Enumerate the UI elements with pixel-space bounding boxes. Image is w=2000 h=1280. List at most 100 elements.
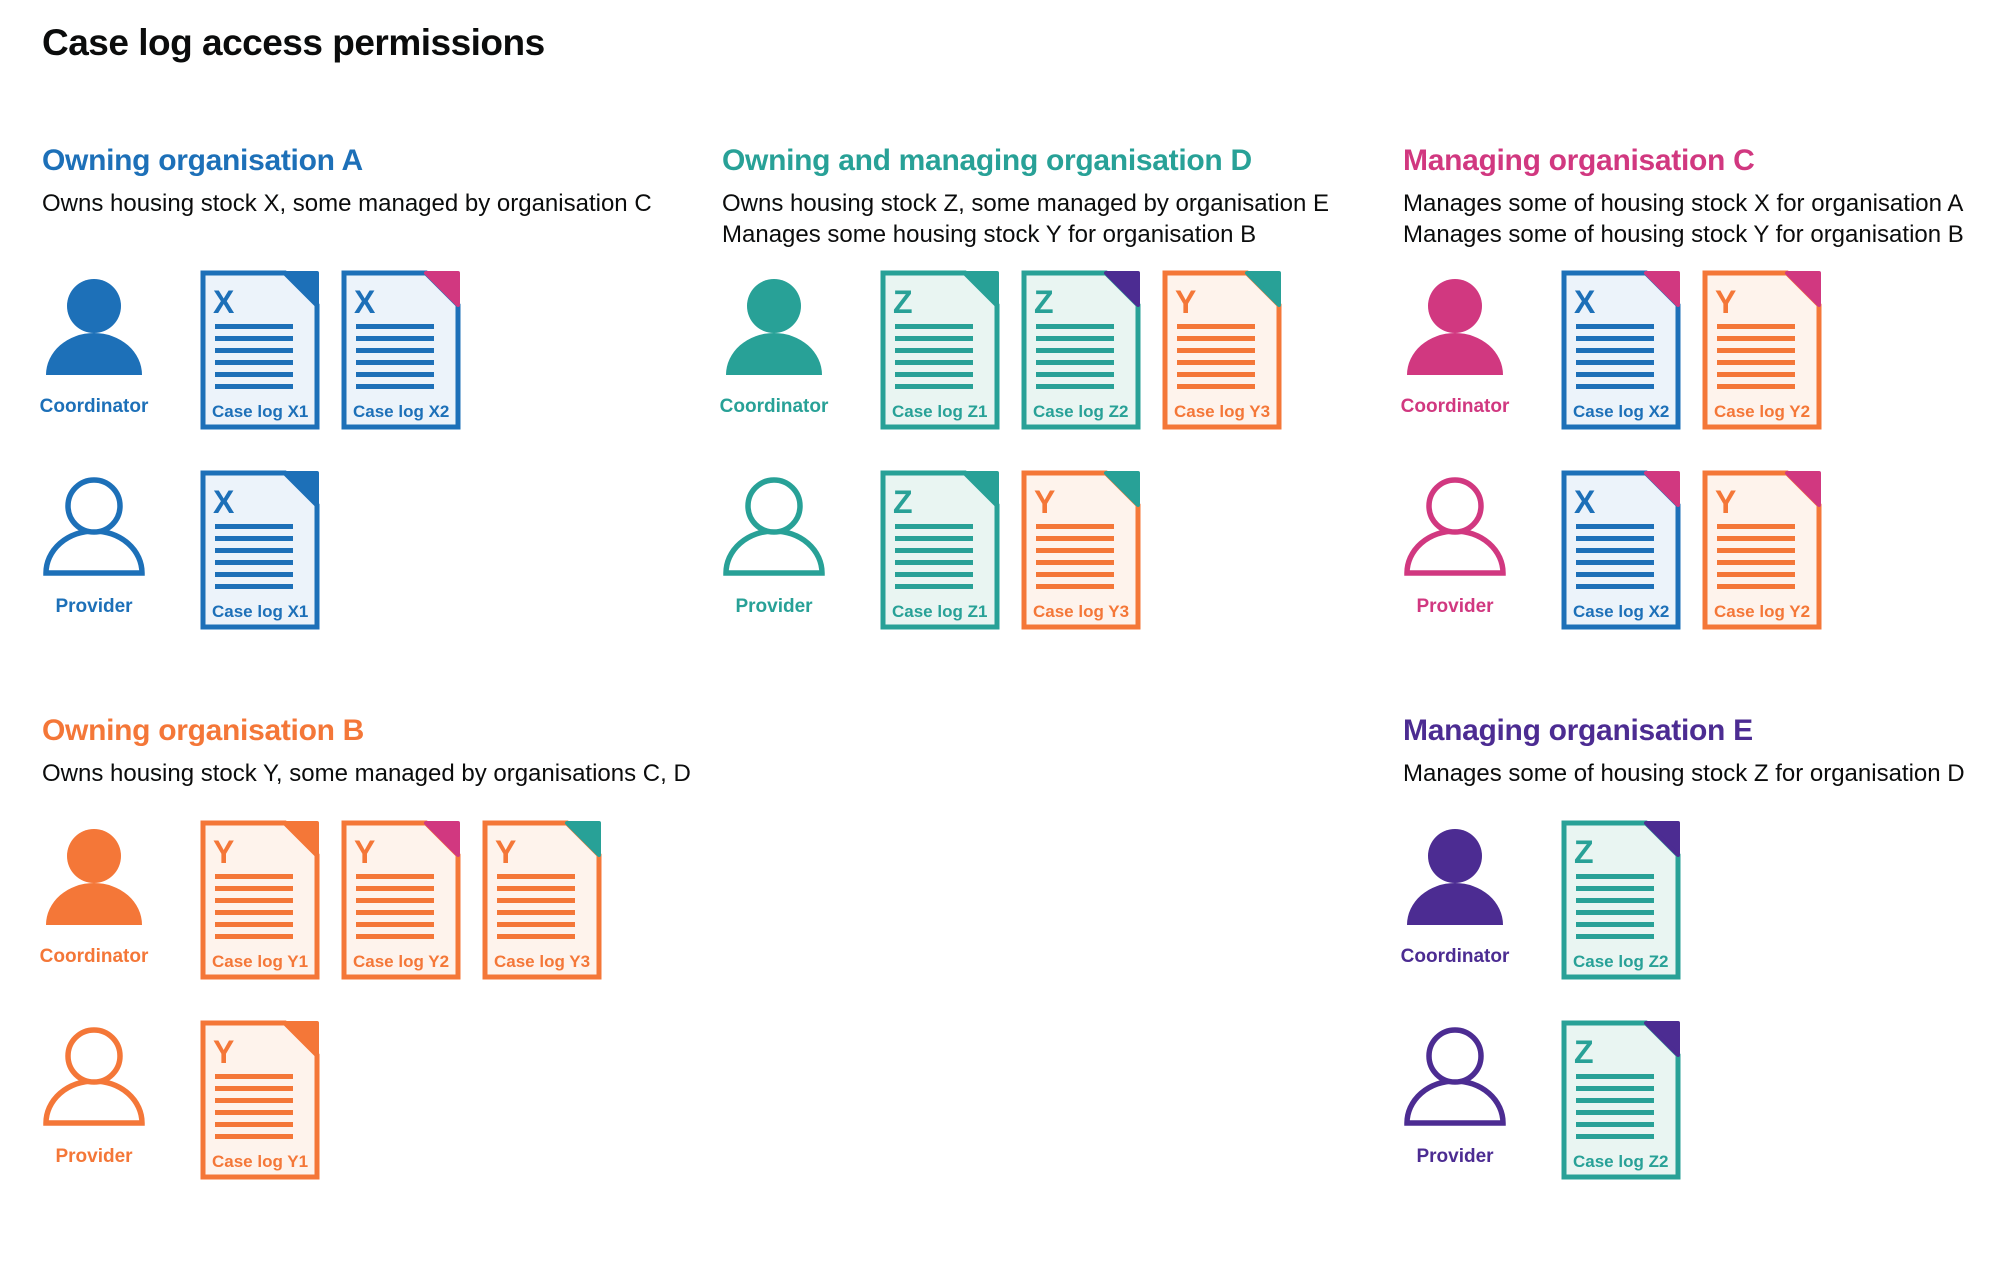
case-log-document: Z Case log Z2	[1561, 820, 1681, 980]
person-head	[1426, 1027, 1484, 1085]
person-body	[43, 528, 145, 576]
permission-row coordinator-row: Coordinator Y Case log Y1 Y Case log Y2 Y Case…	[39, 820, 691, 980]
person-block: Coordinator	[1400, 270, 1561, 418]
doc-text-line	[1036, 384, 1114, 389]
person-head	[747, 279, 801, 333]
person-label: Coordinator	[1400, 396, 1510, 417]
person-figure: Coordinator	[39, 820, 149, 968]
provider-icon person-icon-outline	[1404, 1027, 1506, 1126]
doc-text-line	[1576, 934, 1654, 939]
doc-label: Case log X2	[1573, 602, 1669, 621]
doc-letter: Y	[1034, 484, 1055, 520]
permission-row provider-row: Provider X Case log X1	[42, 470, 652, 630]
doc-text-line	[1576, 384, 1654, 389]
description-line: Manages some of housing stock Z for orga…	[1403, 760, 1965, 787]
doc-text-line	[1576, 1122, 1654, 1127]
folded-corner	[1785, 471, 1821, 507]
documents-group: X Case log X1 X Case log X2	[200, 270, 461, 430]
folded-corner	[1104, 471, 1140, 507]
case-log-document: X Case log X2	[1561, 470, 1681, 630]
doc-text-line	[215, 584, 293, 589]
section-heading: Managing organisation E	[1403, 714, 1753, 747]
doc-text-line	[215, 1110, 293, 1115]
doc-text-line	[1576, 584, 1654, 589]
doc-text-line	[356, 886, 434, 891]
doc-label: Case log Y2	[353, 952, 449, 971]
doc-text-line	[1576, 886, 1654, 891]
doc-text-line	[356, 898, 434, 903]
person-body	[46, 333, 142, 375]
doc-text-line	[497, 886, 575, 891]
doc-text-line	[356, 360, 434, 365]
doc-text-line	[1717, 524, 1795, 529]
folded-corner	[1644, 271, 1680, 307]
doc-text-line	[1717, 572, 1795, 577]
section-heading: Managing organisation C	[1403, 144, 1755, 177]
case-log-document: X Case log X2	[341, 270, 461, 430]
folded-corner	[565, 821, 601, 857]
documents-group: Z Case log Z2	[1561, 820, 1681, 980]
coordinator-icon person-icon-filled	[1407, 829, 1503, 925]
section-description: Owns housing stock X, some managed by or…	[42, 188, 652, 270]
description-line: Manages some of housing stock X for orga…	[1403, 190, 1964, 217]
doc-label: Case log Y2	[1714, 602, 1810, 621]
doc-text-line	[1036, 360, 1114, 365]
section-org-a: Owning organisation A Owns housing stock …	[40, 142, 652, 630]
doc-letter: Z	[893, 284, 913, 320]
doc-text-line	[356, 324, 434, 329]
doc-text-line	[1717, 560, 1795, 565]
doc-text-line	[215, 1122, 293, 1127]
case-log-document: Y Case log Y1	[200, 1020, 320, 1180]
doc-text-line	[1576, 1074, 1654, 1079]
doc-text-line	[1576, 536, 1654, 541]
doc-letter: X	[1574, 284, 1596, 320]
doc-text-line	[1717, 348, 1795, 353]
doc-text-line	[1576, 548, 1654, 553]
doc-text-line	[1177, 360, 1255, 365]
folded-corner	[1245, 271, 1281, 307]
doc-letter: Y	[213, 1034, 234, 1070]
section-heading: Owning and managing organisation D	[722, 144, 1252, 177]
documents-group: Z Case log Z2	[1561, 1020, 1681, 1180]
person-body	[726, 333, 822, 375]
doc-text-line	[1717, 536, 1795, 541]
person-head	[1428, 829, 1482, 883]
doc-text-line	[1576, 922, 1654, 927]
permission-row provider-row: Provider Z Case log Z1 Y Case log Y3	[722, 470, 1329, 630]
doc-text-line	[1717, 324, 1795, 329]
doc-text-line	[1576, 348, 1654, 353]
person-label: Coordinator	[39, 946, 149, 967]
person-label: Provider	[1416, 1146, 1494, 1167]
doc-text-line	[215, 1134, 293, 1139]
doc-letter: Z	[1574, 834, 1594, 870]
person-label: Provider	[55, 1146, 133, 1167]
doc-letter: Z	[1574, 1034, 1594, 1070]
doc-text-line	[1576, 560, 1654, 565]
section-description: Manages some of housing stock X for orga…	[1403, 188, 1964, 270]
doc-text-line	[215, 336, 293, 341]
documents-group: X Case log X2 Y Case log Y2	[1561, 470, 1822, 630]
doc-letter: Z	[1034, 284, 1054, 320]
doc-text-line	[497, 910, 575, 915]
coordinator-icon person-icon-filled	[46, 279, 142, 375]
doc-text-line	[356, 934, 434, 939]
provider-icon person-icon-outline	[723, 477, 825, 576]
doc-text-line	[1036, 572, 1114, 577]
description-line: Owns housing stock Y, some managed by or…	[42, 760, 691, 787]
doc-text-line	[356, 384, 434, 389]
folded-corner	[1644, 471, 1680, 507]
doc-text-line	[356, 910, 434, 915]
person-figure: Provider	[42, 470, 146, 618]
doc-label: Case log X1	[212, 402, 308, 421]
folded-corner	[283, 1021, 319, 1057]
doc-text-line	[356, 336, 434, 341]
doc-text-line	[1576, 910, 1654, 915]
provider-icon person-icon-outline	[43, 1027, 145, 1126]
documents-group: Z Case log Z1 Z Case log Z2 Y Case log Y3	[880, 270, 1282, 430]
folded-corner	[283, 821, 319, 857]
doc-text-line	[1036, 524, 1114, 529]
doc-text-line	[1576, 898, 1654, 903]
person-block: Coordinator	[40, 270, 200, 418]
doc-text-line	[356, 348, 434, 353]
